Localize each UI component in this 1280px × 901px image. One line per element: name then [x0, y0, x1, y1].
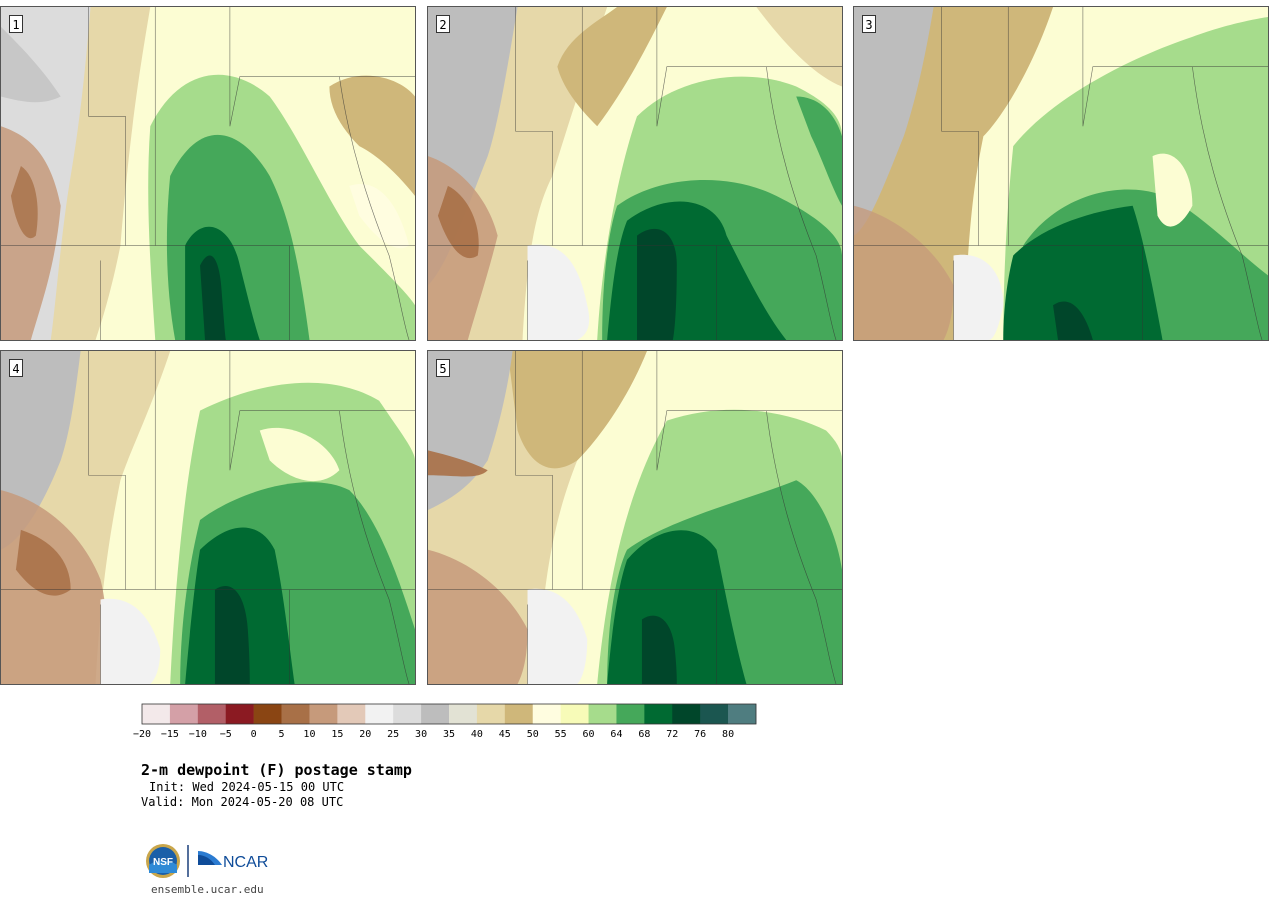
- colorbar-border: [141, 703, 757, 725]
- map-panel-5[interactable]: 5: [427, 350, 843, 685]
- colorbar-tick-label: −15: [160, 729, 179, 740]
- colorbar: [141, 703, 757, 725]
- colorbar-tick-label: 50: [526, 729, 539, 740]
- colorbar-swatch: [337, 704, 366, 724]
- colorbar-swatch: [365, 704, 394, 724]
- colorbar-tick-label: 10: [303, 729, 316, 740]
- panel-number-label: 4: [9, 359, 23, 377]
- colorbar-tick-label: −20: [132, 729, 152, 740]
- colorbar-tick-label: 30: [415, 729, 428, 740]
- colorbar-swatch: [197, 704, 227, 724]
- colorbar-tick-label: 76: [694, 729, 707, 740]
- map-panel-3[interactable]: 3: [853, 6, 1269, 341]
- panel-number-label: 2: [436, 15, 450, 33]
- valid-time: Valid: Mon 2024-05-20 08 UTC: [141, 795, 344, 809]
- dewpoint-map: [428, 7, 842, 340]
- colorbar-swatch: [728, 704, 757, 724]
- colorbar-swatch: [588, 704, 617, 724]
- colorbar-tick-label: 72: [666, 729, 679, 740]
- colorbar-tick-label: −5: [219, 729, 232, 740]
- colorbar-tick-label: 45: [498, 729, 511, 740]
- colorbar-tick-label: 25: [387, 729, 400, 740]
- nsf-logo-text: NSF: [153, 857, 173, 868]
- colorbar-swatch: [309, 704, 338, 724]
- init-time: Init: Wed 2024-05-15 00 UTC: [149, 780, 345, 794]
- colorbar-tick-label: 5: [278, 729, 285, 740]
- dewpoint-map: [1, 7, 415, 340]
- map-panel-1[interactable]: 1: [0, 6, 416, 341]
- ncar-logo: NCAR: [198, 851, 268, 871]
- colorbar-tick-label: 35: [442, 729, 456, 740]
- colorbar-tick-label: 15: [331, 729, 344, 740]
- ncar-logo-text: NCAR: [223, 854, 268, 871]
- colorbar-swatch: [616, 704, 645, 724]
- dewpoint-map: [1, 351, 415, 684]
- map-panel-4[interactable]: 4: [0, 350, 416, 685]
- map-panel-2[interactable]: 2: [427, 6, 843, 341]
- colorbar-tick-label: 40: [470, 729, 483, 740]
- colorbar-swatch: [421, 704, 450, 724]
- colorbar-tick-label: 68: [638, 729, 651, 740]
- colorbar-swatch: [476, 704, 506, 724]
- chart-title: 2-m dewpoint (F) postage stamp: [141, 761, 412, 779]
- colorbar-swatch: [225, 704, 254, 724]
- colorbar-tick-label: −10: [188, 729, 207, 740]
- panel-number-label: 3: [862, 15, 876, 33]
- dewpoint-map: [854, 7, 1268, 340]
- colorbar-swatch: [253, 704, 282, 724]
- colorbar-tick-label: 0: [250, 729, 257, 740]
- colorbar-tick-label: 20: [359, 729, 372, 740]
- site-url[interactable]: ensemble.ucar.edu: [151, 883, 264, 896]
- colorbar-swatch: [644, 704, 673, 724]
- colorbar-swatch: [532, 704, 561, 724]
- logos: NSF NCAR: [145, 843, 275, 883]
- colorbar-swatch: [169, 704, 199, 724]
- colorbar-tick-label: 80: [722, 729, 735, 740]
- panel-number-label: 5: [436, 359, 450, 377]
- dewpoint-map: [428, 351, 842, 684]
- panel-number-label: 1: [9, 15, 23, 33]
- colorbar-swatch: [672, 704, 701, 724]
- colorbar-swatch: [504, 704, 534, 724]
- colorbar-swatch: [393, 704, 422, 724]
- colorbar-swatch: [142, 704, 171, 724]
- nsf-logo: NSF: [146, 844, 180, 878]
- colorbar-swatch: [449, 704, 478, 724]
- colorbar-swatch: [560, 704, 589, 724]
- colorbar-swatch: [700, 704, 729, 724]
- colorbar-tick-label: 55: [554, 729, 567, 740]
- colorbar-tick-label: 60: [582, 729, 595, 740]
- colorbar-tick-label: 64: [610, 729, 623, 740]
- colorbar-swatch: [281, 704, 310, 724]
